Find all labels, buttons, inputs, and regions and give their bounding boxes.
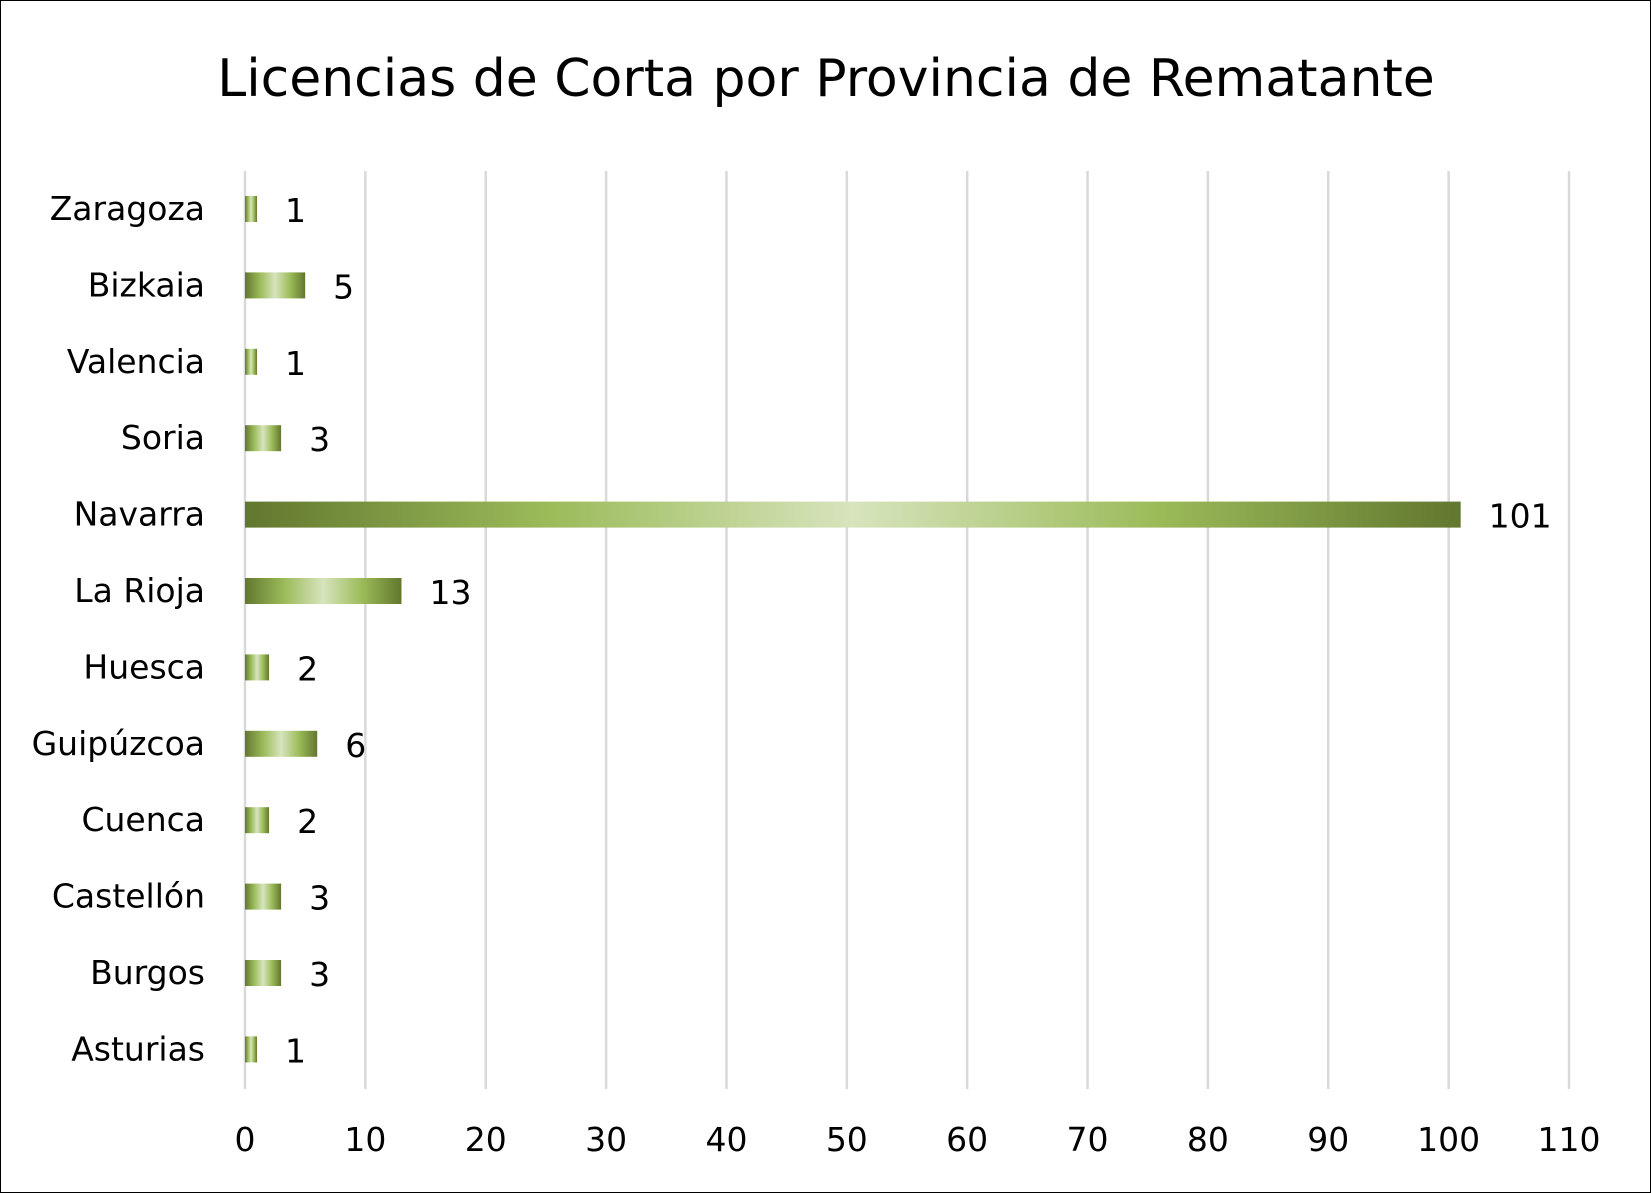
bar xyxy=(245,578,402,604)
bar xyxy=(245,196,258,222)
category-label: Burgos xyxy=(90,953,205,992)
data-label: 2 xyxy=(297,802,318,841)
data-label: 1 xyxy=(285,344,306,383)
data-label: 3 xyxy=(309,420,330,459)
data-label: 3 xyxy=(309,879,330,918)
labels: 0 10 20 30 40 50 60 70 80 90 100 110 Zaragoza 1 Bizkai… xyxy=(32,189,1601,1159)
x-tick-label: 20 xyxy=(465,1120,507,1159)
bar xyxy=(245,807,270,834)
category-label: Zaragoza xyxy=(50,189,205,228)
x-tick-label: 0 xyxy=(235,1120,256,1159)
x-tick-label: 30 xyxy=(585,1120,627,1159)
data-label: 3 xyxy=(309,955,330,994)
bar xyxy=(245,1036,258,1063)
data-label: 101 xyxy=(1489,497,1552,536)
x-tick-label: 10 xyxy=(344,1120,386,1159)
data-label: 2 xyxy=(297,649,318,688)
data-label: 1 xyxy=(285,1031,306,1070)
x-tick-label: 100 xyxy=(1417,1120,1480,1159)
category-label: Castellón xyxy=(52,877,205,916)
bar xyxy=(245,730,318,757)
category-label: Guipúzcoa xyxy=(32,724,205,763)
category-label: Soria xyxy=(121,418,205,457)
bar xyxy=(245,654,270,681)
x-tick-label: 70 xyxy=(1067,1120,1109,1159)
category-label: Valencia xyxy=(67,342,205,381)
data-label: 6 xyxy=(345,726,366,765)
bars xyxy=(245,196,1461,1063)
x-tick-label: 90 xyxy=(1307,1120,1349,1159)
data-label: 1 xyxy=(285,191,306,230)
category-label: Navarra xyxy=(74,495,205,534)
data-label: 5 xyxy=(333,267,354,306)
bar xyxy=(245,272,306,299)
x-tick-label: 40 xyxy=(705,1120,747,1159)
x-tick-label: 50 xyxy=(826,1120,868,1159)
x-tick-label: 110 xyxy=(1538,1120,1601,1159)
data-label: 13 xyxy=(429,573,471,612)
category-label: Bizkaia xyxy=(88,265,205,304)
bar xyxy=(245,425,282,452)
gridlines xyxy=(243,171,1571,1089)
x-tick-label: 80 xyxy=(1187,1120,1229,1159)
bar xyxy=(245,960,282,986)
category-label: Asturias xyxy=(71,1029,205,1068)
bar xyxy=(245,501,1461,528)
category-label: Huesca xyxy=(83,647,205,686)
chart-title: Licencias de Corta por Provincia de Rema… xyxy=(217,49,1435,109)
bar xyxy=(245,883,282,910)
bar xyxy=(245,348,258,375)
category-label: La Rioja xyxy=(74,571,205,610)
x-tick-label: 60 xyxy=(946,1120,988,1159)
category-label: Cuenca xyxy=(81,800,205,839)
